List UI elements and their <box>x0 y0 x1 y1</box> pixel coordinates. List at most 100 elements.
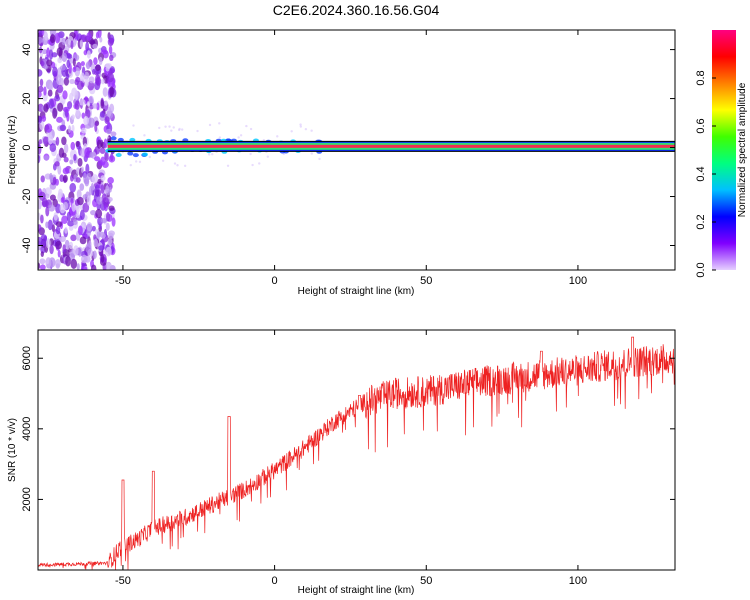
noise-speckle <box>107 121 111 128</box>
y-tick-label: -40 <box>21 238 33 254</box>
noise-speckle <box>99 147 106 154</box>
noise-speckle <box>54 32 61 44</box>
noise-dot <box>143 134 146 137</box>
noise-speckle <box>96 231 101 238</box>
noise-speckle <box>57 102 64 112</box>
noise-dot <box>183 164 187 168</box>
noise-speckle <box>79 236 87 245</box>
noise-speckle <box>40 175 45 183</box>
noise-dot <box>218 136 222 139</box>
noise-speckle <box>51 52 58 58</box>
noise-dot <box>310 152 314 155</box>
noise-speckle <box>55 240 62 250</box>
noise-dot <box>290 130 293 133</box>
noise-dot <box>129 163 132 167</box>
noise-speckle <box>86 32 92 42</box>
noise-speckle <box>49 244 54 255</box>
noise-speckle <box>105 246 112 257</box>
noise-speckle <box>78 247 82 257</box>
noise-speckle <box>46 47 50 58</box>
noise-speckle <box>99 36 103 43</box>
y-tick-label: 0 <box>21 144 33 150</box>
noise-speckle <box>41 115 47 122</box>
noise-speckle <box>80 61 85 67</box>
noise-speckle <box>70 40 74 50</box>
noise-dot <box>161 159 165 162</box>
noise-speckle <box>57 249 61 258</box>
noise-speckle <box>85 41 90 51</box>
x-tick-label: 50 <box>420 275 432 287</box>
noise-speckle <box>38 90 42 98</box>
noise-speckle <box>55 136 60 146</box>
noise-dot <box>168 125 171 128</box>
noise-dot <box>207 153 211 156</box>
noise-speckle <box>106 128 112 135</box>
noise-speckle <box>76 80 84 91</box>
noise-speckle <box>77 157 83 167</box>
carrier-core <box>107 144 675 148</box>
colorbar-tick-label: 0.6 <box>695 118 707 133</box>
noise-speckle <box>71 202 76 212</box>
noise-dot <box>164 125 167 128</box>
noise-speckle <box>61 215 68 224</box>
noise-speckle <box>108 205 115 211</box>
noise-speckle <box>111 217 116 227</box>
noise-speckle <box>107 176 114 184</box>
noise-speckle <box>63 143 69 154</box>
noise-speckle <box>42 91 48 102</box>
noise-speckle <box>49 143 57 153</box>
noise-speckle <box>96 139 102 149</box>
noise-speckle <box>69 241 74 250</box>
snr-ticks: -50 0 50 100 2000 4000 6000 <box>21 330 675 587</box>
noise-dot <box>249 127 253 131</box>
noise-speckle <box>55 221 63 228</box>
noise-speckle <box>57 188 63 199</box>
noise-speckle <box>76 189 82 200</box>
carrier-blob <box>132 153 139 158</box>
noise-speckle <box>100 233 106 239</box>
noise-region <box>38 30 321 270</box>
noise-speckle <box>104 151 109 162</box>
noise-speckle <box>109 86 114 98</box>
noise-speckle <box>100 184 105 194</box>
noise-dot <box>173 162 177 165</box>
noise-speckle <box>74 100 80 110</box>
noise-speckle <box>40 214 44 224</box>
y-tick-label: 20 <box>21 92 33 104</box>
noise-speckle <box>43 155 50 161</box>
noise-speckle <box>66 211 71 222</box>
noise-speckle <box>59 174 65 182</box>
noise-speckle <box>96 196 103 205</box>
noise-speckle <box>105 65 110 72</box>
noise-speckle <box>49 34 56 44</box>
noise-speckle <box>56 47 63 57</box>
noise-speckle <box>69 92 74 102</box>
y-tick-label: 40 <box>21 43 33 55</box>
carrier-trace <box>105 136 675 158</box>
noise-speckle <box>90 210 97 216</box>
x-tick-label: 100 <box>569 575 587 587</box>
colorbar: 0.0 0.2 0.4 0.6 0.8 Normalized spectral ampl… <box>695 30 748 278</box>
noise-speckle <box>78 98 86 106</box>
noise-speckle <box>75 140 80 147</box>
noise-speckle <box>98 56 103 66</box>
snr-xlabel: Height of straight line (km) <box>298 585 415 596</box>
x-tick-label: 100 <box>569 275 587 287</box>
noise-speckle <box>108 155 116 163</box>
noise-speckle <box>38 69 43 77</box>
noise-speckle <box>95 208 103 219</box>
noise-speckle <box>43 103 49 113</box>
noise-speckle <box>59 203 66 214</box>
noise-speckle <box>46 59 53 67</box>
noise-speckle <box>48 49 54 60</box>
noise-speckle <box>49 172 53 181</box>
noise-speckle <box>48 82 53 90</box>
noise-speckle <box>108 45 113 55</box>
noise-speckle <box>85 243 92 254</box>
noise-speckle <box>93 57 98 66</box>
noise-speckle <box>86 222 93 232</box>
x-tick-label: -50 <box>115 575 131 587</box>
noise-speckle <box>40 60 45 67</box>
noise-speckle <box>80 266 88 270</box>
